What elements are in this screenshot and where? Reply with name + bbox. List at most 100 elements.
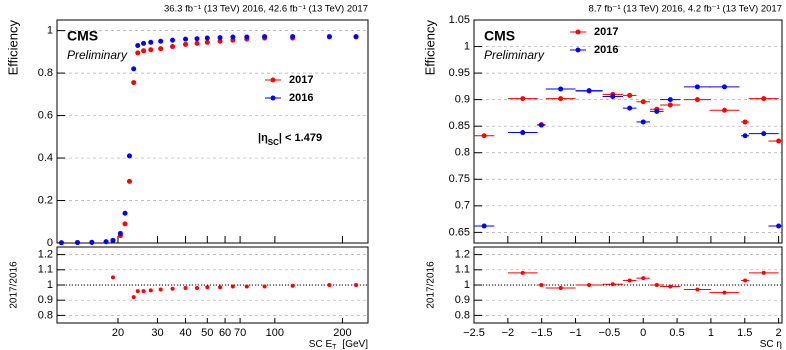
- data-point: [640, 119, 646, 125]
- data-point: [217, 35, 223, 41]
- y-tick-label: 0.8: [38, 67, 53, 79]
- data-point: [103, 239, 109, 245]
- data-point: [558, 86, 564, 92]
- y-tick-label: 0.85: [449, 120, 470, 132]
- x-tick-label: 1.5: [737, 327, 752, 339]
- x-tick-label: 2: [776, 327, 782, 339]
- ratio-y-tick-label: 0.8: [38, 309, 53, 321]
- header: 8.7 fb⁻¹ (13 TeV) 2016, 4.2 fb⁻¹ (13 TeV…: [589, 4, 782, 15]
- y-tick-label: 0.8: [455, 147, 470, 159]
- data-point: [110, 237, 116, 243]
- x-tick-label: 70: [234, 327, 246, 339]
- x-tick-label: 20: [112, 327, 124, 339]
- data-point: [290, 34, 296, 40]
- data-point: [627, 92, 633, 98]
- data-point: [131, 66, 137, 72]
- data-point: [721, 84, 727, 90]
- x-tick-label: −1.5: [531, 327, 553, 339]
- x-tick-label: 40: [179, 327, 191, 339]
- x-tick-label: 30: [151, 327, 163, 339]
- ratio-point: [290, 283, 295, 288]
- x-axis-title-unit: [GeV]: [342, 339, 368, 350]
- data-point: [586, 88, 592, 94]
- ratio-point: [354, 283, 359, 287]
- data-point: [761, 96, 767, 102]
- legend-marker: [270, 77, 276, 83]
- data-point: [761, 131, 767, 137]
- x-tick-label: 100: [266, 327, 284, 339]
- data-point: [694, 84, 700, 90]
- y-tick-label: 0.95: [449, 67, 470, 79]
- ratio-frame: [473, 246, 783, 324]
- ratio-point: [627, 278, 632, 283]
- ratio-y-tick-label: 1.1: [38, 264, 53, 276]
- x-axis-title-sub: T: [332, 344, 337, 350]
- ratio-point: [695, 287, 700, 292]
- y-tick-label: 1.05: [449, 14, 470, 26]
- y-tick-label: 0.9: [455, 94, 470, 106]
- cms-label: CMS: [67, 28, 98, 44]
- y-tick-label: 0.65: [449, 226, 470, 238]
- x-tick-label: −1: [569, 327, 582, 339]
- data-point: [135, 50, 141, 56]
- ratio-point: [131, 295, 136, 300]
- data-point: [558, 96, 564, 102]
- legend-marker: [270, 95, 276, 101]
- data-point: [141, 48, 147, 54]
- data-point: [148, 47, 154, 53]
- ratio-point: [558, 286, 563, 291]
- x-axis-title: SC ET [GeV]: [309, 339, 368, 350]
- data-point: [721, 107, 727, 113]
- data-point: [481, 133, 487, 139]
- x-tick-label: 0: [640, 327, 646, 339]
- y-axis-title: Efficiency: [422, 20, 437, 76]
- data-point: [667, 102, 673, 108]
- ratio-y-tick-label: 0.8: [455, 309, 470, 321]
- data-point: [244, 34, 250, 40]
- data-point: [126, 178, 132, 184]
- ratio-point: [141, 289, 146, 294]
- data-point: [122, 210, 128, 216]
- x-axis-title-main: SC η: [760, 339, 782, 350]
- x-axis-title: SC η: [760, 339, 782, 350]
- data-point: [141, 40, 147, 46]
- ratio-y-tick-label: 1.2: [455, 249, 470, 261]
- x-tick-label: 1: [708, 327, 714, 339]
- data-point: [204, 35, 210, 41]
- data-point: [204, 39, 210, 45]
- data-point: [89, 239, 95, 245]
- ratio-point: [135, 289, 140, 294]
- data-point: [742, 119, 748, 125]
- data-point: [326, 34, 332, 40]
- x-axis-title-main: SC E: [309, 339, 333, 350]
- ratio-point: [722, 290, 727, 295]
- ratio-y-tick-label: 0.9: [455, 294, 470, 306]
- legend-label: 2016: [594, 44, 618, 56]
- y-tick-label: 0.6: [38, 109, 53, 121]
- preliminary-label: Preliminary: [67, 48, 128, 62]
- ratio-point: [218, 285, 223, 290]
- annotation-main: |η: [258, 132, 268, 144]
- data-point: [183, 36, 189, 42]
- legend-label: 2016: [289, 92, 313, 104]
- data-point: [117, 230, 123, 236]
- ratio-point: [668, 284, 673, 289]
- data-point: [170, 44, 176, 50]
- data-point: [230, 34, 236, 40]
- data-point: [122, 221, 128, 227]
- ratio-point: [158, 287, 163, 292]
- ratio-point: [654, 283, 659, 287]
- ratio-point: [327, 283, 332, 287]
- data-point: [694, 97, 700, 103]
- x-tick-label: 200: [333, 327, 351, 339]
- data-point: [610, 93, 616, 99]
- data-point: [520, 130, 526, 136]
- preliminary-label: Preliminary: [484, 48, 545, 62]
- ratio-y-tick-label: 1.2: [38, 249, 53, 261]
- ratio-frame: [56, 246, 369, 324]
- ratio-y-tick-label: 1: [47, 279, 53, 291]
- ratio-point: [110, 275, 115, 280]
- header: 36.3 fb⁻¹ (13 TeV) 2016, 42.6 fb⁻¹ (13 T…: [164, 4, 368, 15]
- ratio-y-tick-label: 1.1: [455, 264, 470, 276]
